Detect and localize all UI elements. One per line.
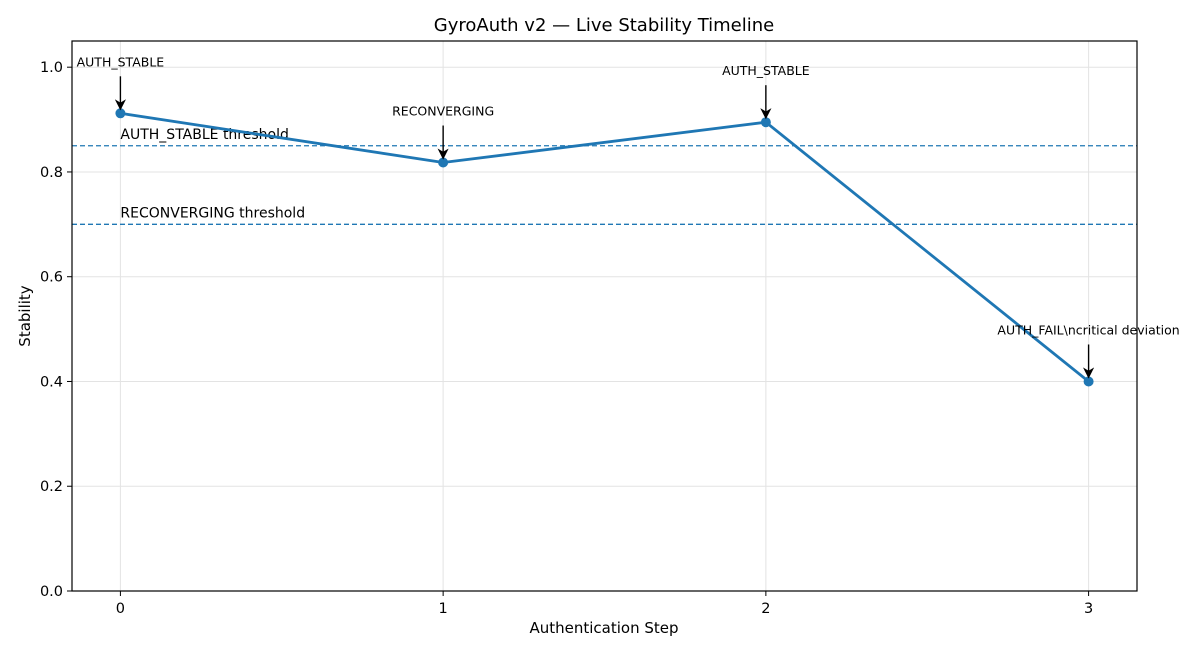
threshold-label: RECONVERGING threshold: [120, 205, 305, 221]
chart-title: GyroAuth v2 — Live Stability Timeline: [434, 15, 774, 36]
annotations: AUTH_STABLE RECONVERGING AUTH_STABLE AUTH_F…: [77, 54, 1180, 379]
series-line: [120, 111, 1090, 383]
y-tick-label: 1.0: [40, 60, 63, 76]
data-point: [115, 108, 126, 119]
x-tick-label: 0: [116, 601, 125, 617]
plot-frame: [71, 40, 1138, 592]
x-tick-label: 3: [1084, 601, 1093, 617]
y-tick-label: 0.0: [40, 584, 63, 600]
x-tick-label: 2: [761, 601, 770, 617]
axis-ticks: 0 1 2 3 0.0 0.2 0.4 0.6 0.8 1.0: [40, 60, 1093, 617]
annotation-label: RECONVERGING: [392, 104, 494, 119]
annotation-label: AUTH_STABLE: [77, 54, 165, 69]
threshold-label: AUTH_STABLE threshold: [120, 127, 288, 143]
data-point: [438, 157, 449, 168]
grid: [72, 41, 1137, 592]
y-axis-label: Stability: [16, 285, 34, 347]
thresholds: AUTH_STABLE threshold RECONVERGING thresh…: [72, 127, 1137, 225]
x-axis-label: Authentication Step: [529, 619, 678, 637]
y-tick-label: 0.2: [40, 479, 63, 495]
annotation-label: AUTH_STABLE: [722, 63, 810, 78]
data-point: [1083, 376, 1094, 387]
annotation-label: AUTH_FAIL\ncritical deviation: [997, 322, 1179, 337]
y-tick-label: 0.8: [40, 165, 63, 181]
y-tick-label: 0.4: [40, 374, 63, 390]
y-tick-label: 0.6: [40, 270, 63, 286]
series: [115, 108, 1094, 387]
x-tick-label: 1: [439, 601, 448, 617]
data-point: [760, 117, 771, 128]
